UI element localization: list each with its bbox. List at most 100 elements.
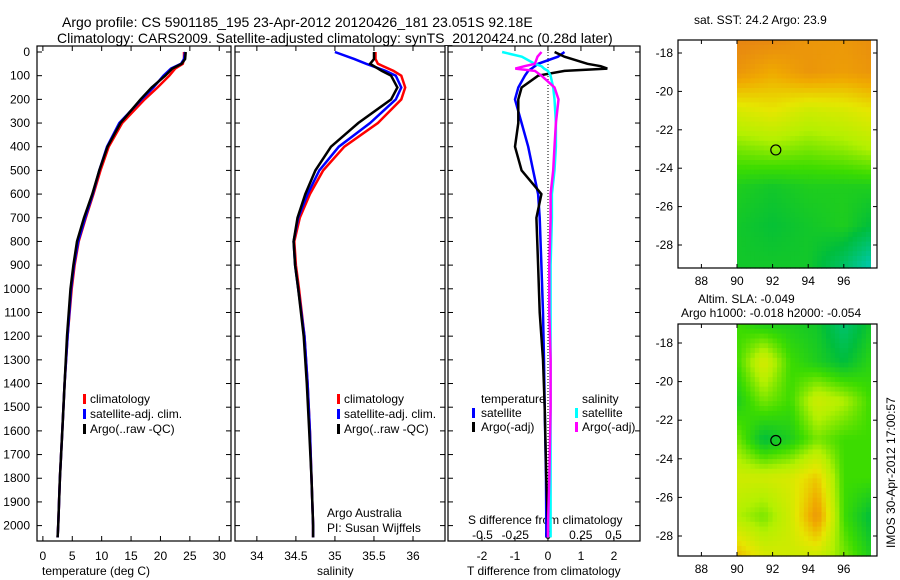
map-cell <box>826 425 831 431</box>
map-cell <box>741 107 747 113</box>
map-cell <box>843 155 849 161</box>
map-cell <box>848 352 854 359</box>
map-cell <box>754 362 760 368</box>
map-cell <box>803 40 809 46</box>
map-cell <box>763 265 769 269</box>
map-cell <box>808 531 814 537</box>
map-cell <box>821 217 827 223</box>
map-cell <box>754 512 760 518</box>
map-cell <box>817 372 823 378</box>
map-cell <box>790 260 796 267</box>
map-cell <box>781 188 787 195</box>
map-cell <box>857 150 863 156</box>
map-cell <box>737 497 742 504</box>
map-cell <box>754 492 760 499</box>
map-cell <box>754 550 760 557</box>
map-cell <box>745 343 751 349</box>
map-cell <box>768 198 774 204</box>
map-cell <box>857 324 863 330</box>
map-cell <box>772 102 778 108</box>
map-cell <box>750 420 756 426</box>
map-cell <box>741 145 747 151</box>
map-cell <box>763 193 769 199</box>
map-cell <box>834 478 840 484</box>
map-cell <box>768 92 774 99</box>
map-cell <box>848 179 854 185</box>
map-cell <box>763 488 769 494</box>
map-cell <box>790 217 796 223</box>
map-cell <box>830 430 836 436</box>
map-cell <box>794 439 800 446</box>
map-cell <box>866 160 871 166</box>
map-cell <box>843 174 849 180</box>
map-cell <box>737 40 742 46</box>
map-cell <box>799 116 805 123</box>
map-cell <box>817 164 823 171</box>
map-cell <box>754 454 760 460</box>
map-cell <box>790 449 796 455</box>
map-cell <box>786 449 791 455</box>
map-cell <box>852 396 858 402</box>
x-tick-label: 35.5 <box>362 549 386 563</box>
map-cell <box>843 550 849 557</box>
map-cell <box>799 241 805 247</box>
map-cell <box>772 381 778 388</box>
map-cell <box>745 44 751 51</box>
map-cell <box>745 449 751 455</box>
map-cell <box>830 193 836 199</box>
map-cell <box>803 521 809 528</box>
map-cell <box>794 265 800 269</box>
map-cell <box>839 131 845 137</box>
map-cell <box>754 410 760 417</box>
map-cell <box>786 265 791 269</box>
map-cell <box>754 188 760 195</box>
map-cell <box>754 136 760 142</box>
map-cell <box>843 251 849 257</box>
temperature-xlabel: temperature (deg C) <box>42 564 150 578</box>
map-cell <box>772 203 778 209</box>
map-cell <box>790 54 796 60</box>
map-cell <box>808 49 814 55</box>
map-cell <box>857 73 863 79</box>
map-cell <box>794 92 800 99</box>
map-cell <box>750 517 756 523</box>
map-cell <box>763 420 769 426</box>
map-cell <box>768 107 774 113</box>
map-cell <box>812 541 818 547</box>
map-cell <box>763 526 769 532</box>
map-cell <box>834 184 840 190</box>
map-cell <box>768 136 774 142</box>
map-cell <box>741 497 747 504</box>
map-cell <box>777 439 782 446</box>
map-cell <box>759 502 765 508</box>
map-cell <box>808 136 814 142</box>
map-cell <box>750 468 756 475</box>
map-cell <box>817 126 823 132</box>
map-cell <box>803 212 809 219</box>
map-cell <box>812 145 818 151</box>
map-cell <box>750 208 756 214</box>
map-cell <box>817 546 823 552</box>
map-cell <box>830 54 836 60</box>
map-cell <box>848 425 854 431</box>
map-cell <box>745 174 751 180</box>
map-cell <box>830 497 836 504</box>
map-cell <box>821 550 827 557</box>
map-cell <box>745 64 751 70</box>
map-cell <box>821 512 827 518</box>
map-cell <box>741 517 747 523</box>
map-cell <box>857 131 863 137</box>
map-cell <box>759 78 765 84</box>
map-cell <box>759 367 765 373</box>
map-cell <box>834 102 840 108</box>
map-cell <box>745 40 751 46</box>
map-cell <box>861 502 867 508</box>
map-cell <box>861 160 867 166</box>
map-cell <box>741 136 747 142</box>
map-cell <box>826 44 831 51</box>
map-cell <box>834 459 840 465</box>
map-cell <box>750 179 756 185</box>
map-cell <box>781 203 787 209</box>
map-cell <box>768 97 774 103</box>
